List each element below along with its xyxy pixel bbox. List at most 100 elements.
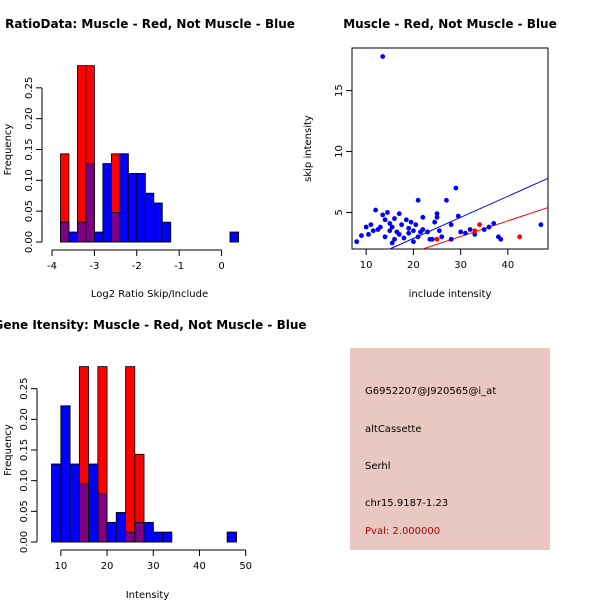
scatter-point-blue-17 bbox=[389, 224, 395, 230]
gene-name: Serhl bbox=[365, 461, 391, 472]
ratio-bar-blue-solid-9 bbox=[136, 173, 146, 243]
scatter-point-red-2 bbox=[477, 222, 482, 228]
ratio-bar-blue-solid-4 bbox=[93, 231, 104, 243]
scatter-point-blue-0 bbox=[354, 239, 360, 245]
ratio-bar-blue-solid-7 bbox=[119, 153, 129, 243]
scatter-point-blue-44 bbox=[439, 234, 445, 240]
scatter-point-blue-10 bbox=[380, 212, 386, 218]
intensity-bar-blue-solid-12 bbox=[162, 531, 173, 543]
scatter-point-blue-37 bbox=[425, 229, 430, 235]
intensity-bar-blue-solid-2 bbox=[69, 463, 80, 543]
intensity-chart-title: Gene Itensity: Muscle - Red, Not Muscle … bbox=[0, 318, 307, 332]
intensity-bar-blue-solid-1 bbox=[60, 405, 71, 543]
ratio-chart-title: RatioData: Muscle - Red, Not Muscle - Bl… bbox=[5, 17, 295, 31]
intensity-bar-blue-3 bbox=[78, 483, 89, 543]
scatter-y-tick-label-0: 5 bbox=[334, 209, 345, 215]
ratio-bar-blue-2 bbox=[77, 221, 87, 243]
scatter-point-blue-9 bbox=[380, 54, 386, 59]
intensity-y-tick-label-2: 0.10 bbox=[19, 470, 30, 492]
intensity-bar-blue-5 bbox=[97, 493, 108, 543]
scatter-plot-frame bbox=[351, 47, 549, 250]
scatter-point-blue-52 bbox=[467, 227, 473, 232]
scatter-point-blue-56 bbox=[491, 221, 497, 226]
intensity-x-tick-label-4: 50 bbox=[239, 561, 252, 572]
event-type: altCassette bbox=[365, 424, 422, 435]
scatter-point-blue-51 bbox=[462, 230, 468, 236]
ratio-bar-red-1 bbox=[77, 65, 87, 243]
scatter-point-blue-22 bbox=[396, 231, 402, 237]
scatter-point-blue-1 bbox=[359, 233, 364, 239]
info-panel: G6952207@J920565@i_at altCassette Serhl … bbox=[350, 348, 550, 550]
scatter-point-blue-55 bbox=[486, 224, 492, 230]
intensity-bar-blue-solid-10 bbox=[143, 521, 154, 543]
scatter-point-blue-41 bbox=[434, 214, 440, 220]
scatter-point-blue-48 bbox=[453, 185, 459, 191]
ratio-bar-blue-solid-12 bbox=[161, 221, 172, 243]
scatter-point-blue-29 bbox=[410, 239, 416, 245]
ratio-y-tick-label-0: 0.00 bbox=[24, 231, 35, 253]
scatter-x-tick-label-0: 10 bbox=[360, 260, 373, 271]
scatter-point-blue-32 bbox=[415, 197, 421, 203]
ratio-x-tick-label-3: -1 bbox=[174, 261, 184, 272]
intensity-bar-blue-8 bbox=[125, 531, 136, 543]
ratio-bar-blue-solid-1 bbox=[68, 231, 78, 243]
scatter-point-red-1 bbox=[472, 228, 478, 234]
scatter-point-blue-54 bbox=[481, 227, 487, 232]
scatter-y-axis-label: skip intensity bbox=[303, 115, 314, 182]
ratio-x-tick-label-1: -3 bbox=[89, 261, 99, 272]
scatter-point-blue-58 bbox=[498, 236, 504, 242]
scatter-point-blue-33 bbox=[415, 234, 421, 240]
scatter-point-blue-11 bbox=[382, 234, 388, 240]
scatter-point-red-3 bbox=[517, 234, 523, 240]
intensity-bar-blue-solid-7 bbox=[115, 512, 126, 543]
scatter-point-blue-39 bbox=[429, 236, 435, 242]
scatter-point-blue-45 bbox=[444, 197, 449, 203]
scatter-point-red-0 bbox=[434, 236, 440, 242]
ratio-bar-blue-solid-8 bbox=[127, 173, 138, 243]
intensity-y-tick-label-5: 0.25 bbox=[19, 378, 30, 400]
scatter-point-blue-28 bbox=[408, 219, 414, 225]
scatter-fit-line-blue bbox=[389, 177, 549, 250]
ratio-bar-blue-solid-5 bbox=[102, 163, 112, 243]
probe-id: G6952207@J920565@i_at bbox=[365, 386, 497, 397]
scatter-point-blue-35 bbox=[420, 214, 426, 220]
scatter-point-blue-6 bbox=[373, 207, 379, 213]
intensity-x-tick-label-1: 20 bbox=[101, 561, 114, 572]
scatter-x-tick-label-2: 30 bbox=[454, 260, 467, 271]
intensity-x-axis-label: Intensity bbox=[126, 590, 170, 600]
intensity-bar-red-2 bbox=[125, 366, 136, 543]
scatter-point-blue-2 bbox=[363, 224, 369, 230]
scatter-point-blue-15 bbox=[387, 221, 393, 226]
scatter-point-blue-26 bbox=[406, 225, 412, 231]
ratio-bar-blue-6 bbox=[110, 211, 121, 243]
chromosome-location: chr15.9187-1.23 bbox=[365, 498, 449, 509]
scatter-point-blue-42 bbox=[434, 211, 440, 217]
scatter-point-blue-18 bbox=[392, 216, 397, 221]
scatter-point-blue-21 bbox=[396, 211, 402, 217]
scatter-point-blue-46 bbox=[448, 222, 454, 228]
scatter-x-tick-label-1: 20 bbox=[407, 260, 420, 271]
intensity-x-tick-label-2: 30 bbox=[147, 561, 160, 572]
ratio-x-tick-label-4: 0 bbox=[218, 261, 224, 272]
scatter-y-tick-label-2: 15 bbox=[334, 84, 345, 97]
scatter-point-blue-27 bbox=[406, 230, 412, 236]
scatter-point-blue-23 bbox=[399, 222, 404, 228]
scatter-point-blue-40 bbox=[432, 219, 438, 225]
scatter-point-blue-3 bbox=[366, 231, 371, 237]
scatter-point-blue-12 bbox=[382, 217, 388, 223]
pval-text: Pval: 2.000000 bbox=[365, 526, 441, 537]
ratio-x-axis-label: Log2 Ratio Skip/Include bbox=[91, 289, 208, 300]
scatter-point-blue-30 bbox=[410, 228, 416, 234]
ratio-y-axis-label: Frequency bbox=[3, 124, 14, 176]
intensity-y-tick-label-0: 0.00 bbox=[19, 531, 30, 553]
intensity-bar-blue-solid-13 bbox=[226, 531, 237, 543]
scatter-point-blue-53 bbox=[472, 231, 478, 237]
ratio-bar-blue-0 bbox=[60, 221, 70, 243]
scatter-point-blue-24 bbox=[401, 235, 407, 241]
ratio-y-tick-label-5: 0.25 bbox=[24, 77, 35, 99]
ratio-x-tick-label-2: -2 bbox=[132, 261, 142, 272]
ratio-y-tick-label-2: 0.10 bbox=[24, 169, 35, 191]
intensity-y-tick-label-1: 0.05 bbox=[19, 500, 30, 522]
intensity-y-tick-label-3: 0.15 bbox=[19, 439, 30, 461]
ratio-bar-blue-3 bbox=[85, 163, 95, 243]
